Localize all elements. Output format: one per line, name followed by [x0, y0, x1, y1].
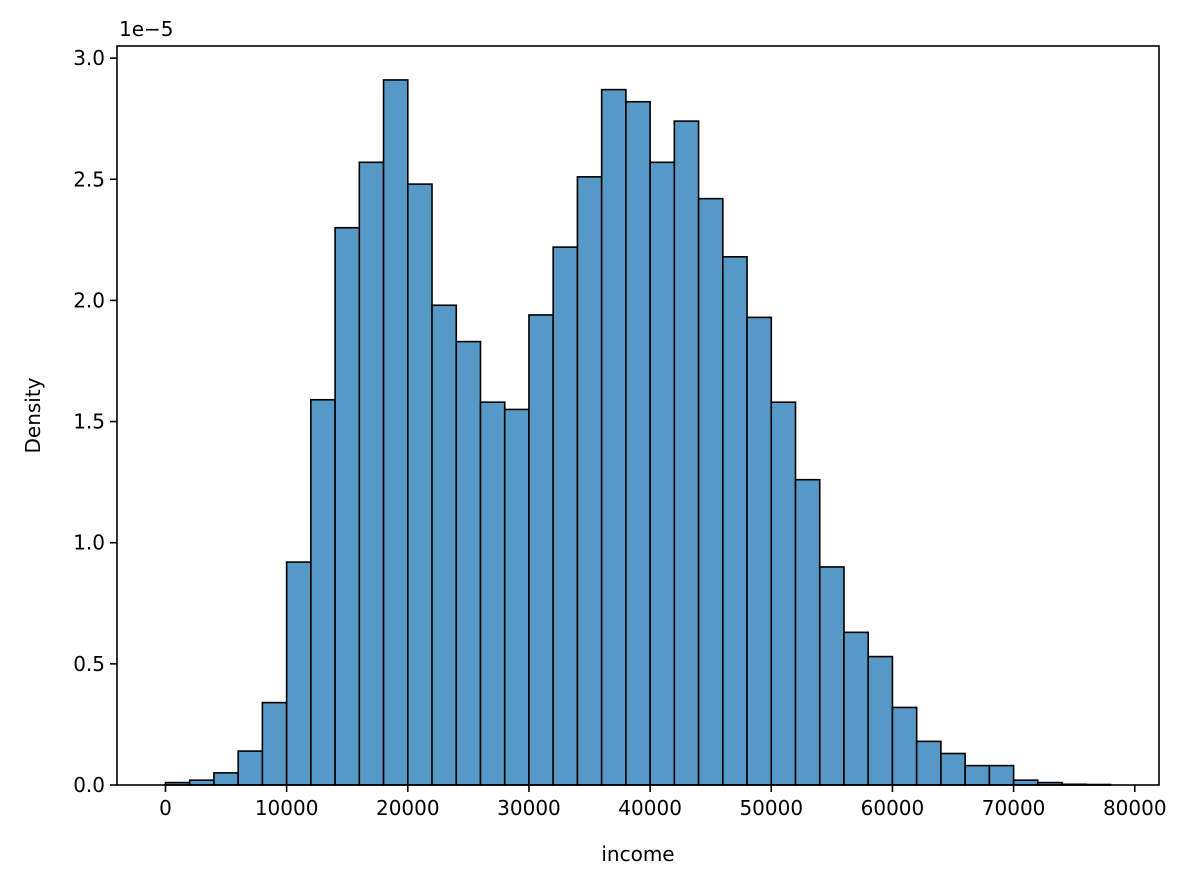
histogram-bar [285, 561, 312, 786]
histogram-bar [528, 314, 554, 786]
histogram-bar [382, 79, 409, 786]
histogram-bar [964, 764, 991, 786]
x-tick-label: 0 [159, 796, 172, 820]
y-tick-label: 2.5 [73, 167, 105, 191]
y-axis-scale-multiplier: 1e−5 [119, 17, 174, 41]
histogram-bar [334, 226, 361, 786]
histogram-bar [576, 176, 603, 786]
x-axis-title: income [601, 842, 674, 866]
histogram-bar [673, 120, 700, 786]
histogram-bar [310, 398, 336, 786]
histogram-bar [455, 340, 482, 786]
histogram-bar [915, 740, 942, 786]
histogram-bar [818, 566, 845, 786]
histogram-bar [358, 161, 385, 786]
x-tick-label: 30000 [497, 796, 561, 820]
y-axis-title: Density [21, 377, 45, 453]
histogram-bar [213, 772, 239, 786]
histogram-bar [988, 764, 1015, 786]
histogram-bar [843, 631, 870, 786]
histogram-bar [237, 750, 264, 786]
histogram-bar [794, 478, 821, 786]
histogram-bar [431, 304, 458, 786]
x-tick-label: 50000 [739, 796, 803, 820]
histogram-bar [697, 197, 724, 786]
histogram-bar [891, 706, 918, 786]
histogram-bar [625, 100, 651, 786]
y-tick-label: 0.5 [73, 652, 105, 676]
histogram-bar [479, 401, 506, 786]
y-tick-label: 0.0 [73, 773, 105, 797]
axes-layer: 0 10000 20000 30000 40000 50000 60000 70000 8000… [73, 45, 1167, 820]
y-tick-label: 1.0 [73, 531, 105, 555]
histogram-bar [722, 255, 748, 786]
histogram-bar [552, 246, 579, 786]
x-tick-label: 80000 [1103, 796, 1167, 820]
plot-frame [116, 45, 1160, 786]
y-tick-label: 3.0 [73, 46, 105, 70]
histogram-bar [649, 161, 676, 786]
x-tick-label: 20000 [376, 796, 440, 820]
histogram-bar [867, 655, 894, 786]
x-tick-label: 10000 [255, 796, 319, 820]
histogram-bar [406, 183, 433, 786]
histogram-bar [746, 316, 773, 786]
x-tick-label: 70000 [982, 796, 1046, 820]
y-tick-label: 1.5 [73, 410, 105, 434]
x-tick-label: 40000 [618, 796, 682, 820]
histogram-bar [770, 401, 797, 786]
bars-layer [164, 79, 1112, 786]
histogram-bar [503, 408, 530, 786]
histogram-bar [261, 701, 288, 786]
histogram-bar [940, 752, 966, 786]
y-tick-label: 2.0 [73, 288, 105, 312]
histogram-bar [600, 88, 627, 786]
x-tick-label: 60000 [861, 796, 925, 820]
